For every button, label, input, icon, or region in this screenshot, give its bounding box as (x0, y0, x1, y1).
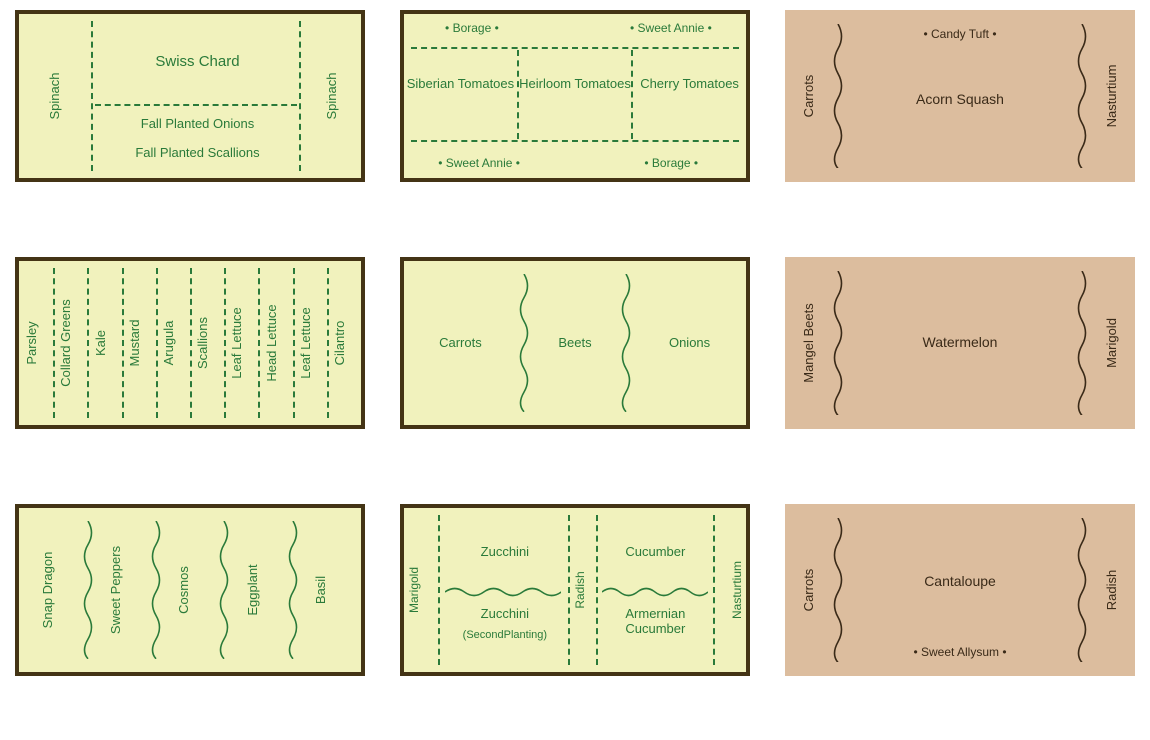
bed-r2c0: Snap Dragon Sweet Peppers Cosmos Eggplan… (15, 504, 365, 676)
spinach-right: Spinach (324, 73, 339, 120)
beets-r1c1: Beets (517, 335, 633, 350)
r1c0-col6: Leaf Lettuce (229, 307, 244, 379)
armenian-cucumber: Armernian Cucumber (599, 606, 712, 636)
candy-tuft: • Candy Tuft • (785, 27, 1135, 41)
bottom-borage: • Borage • (644, 156, 698, 170)
cherry-tomatoes: Cherry Tomatoes (633, 76, 746, 91)
zucchini2-sub: (SecondPlanting) (442, 629, 569, 641)
r1c0-col9: Cilantro (332, 321, 347, 366)
r2c0-col0: Snap Dragon (40, 552, 55, 629)
heirloom-tomatoes: Heirloom Tomatoes (517, 76, 633, 91)
r1c0-col2: Kale (93, 330, 108, 356)
sweet-allysum: • Sweet Allysum • (785, 645, 1135, 659)
carrots-r1c1: Carrots (404, 335, 517, 350)
r1c0-col4: Arugula (161, 321, 176, 366)
bed-r0c0: Spinach Spinach Swiss Chard Fall Planted… (15, 10, 365, 182)
swiss-chard: Swiss Chard (99, 53, 296, 70)
marigold-r2c1: Marigold (407, 567, 421, 613)
r1c0-col3: Mustard (127, 320, 142, 367)
r1c0-col8: Leaf Lettuce (298, 307, 313, 379)
fall-onions: Fall Planted Onions (99, 116, 296, 131)
bed-r0c1: • Borage • • Sweet Annie • • Sweet Annie… (400, 10, 750, 182)
r2c0-col2: Cosmos (176, 566, 191, 614)
cucumber: Cucumber (599, 544, 712, 559)
watermelon: Watermelon (785, 334, 1135, 350)
garden-layout: Spinach Spinach Swiss Chard Fall Planted… (15, 10, 1135, 676)
top-sweet-annie: • Sweet Annie • (630, 21, 712, 35)
fall-scallions: Fall Planted Scallions (99, 145, 296, 160)
radish-r2c2: Radish (1104, 570, 1119, 610)
zucchini: Zucchini (442, 544, 569, 559)
acorn-squash: Acorn Squash (785, 91, 1135, 107)
r1c0-col1: Collard Greens (58, 299, 73, 386)
cantaloupe: Cantaloupe (785, 573, 1135, 589)
nasturtium-r0c2: Nasturtium (1104, 65, 1119, 128)
marigold-r1c2: Marigold (1104, 318, 1119, 368)
r2c0-col1: Sweet Peppers (108, 546, 123, 634)
bed-r1c1: Carrots Beets Onions (400, 257, 750, 429)
bed-r2c1: Marigold Zucchini Zucchini (SecondPlanti… (400, 504, 750, 676)
bed-r1c0: Parsley Collard Greens Kale Mustard Arug… (15, 257, 365, 429)
bed-r0c2: • Candy Tuft • Carrots Acorn Squash Nast… (785, 10, 1135, 182)
bed-r1c2: Mangel Beets Watermelon Marigold (785, 257, 1135, 429)
r1c0-col5: Scallions (195, 317, 210, 369)
spinach-left: Spinach (47, 73, 62, 120)
r1c0-col0: Parsley (24, 321, 39, 364)
r2c0-col4: Basil (313, 576, 328, 604)
r2c0-col3: Eggplant (245, 564, 260, 615)
bed-r2c2: Carrots Cantaloupe • Sweet Allysum • Rad… (785, 504, 1135, 676)
r1c0-col7: Head Lettuce (264, 304, 279, 381)
bottom-sweet-annie: • Sweet Annie • (438, 156, 520, 170)
siberian-tomatoes: Siberian Tomatoes (404, 76, 517, 91)
radish-r2c1: Radish (573, 571, 587, 608)
zucchini2: Zucchini (442, 606, 569, 621)
onions-r1c1: Onions (633, 335, 746, 350)
top-borage: • Borage • (445, 21, 499, 35)
nasturtium-r2c1: Nasturtium (730, 561, 744, 619)
